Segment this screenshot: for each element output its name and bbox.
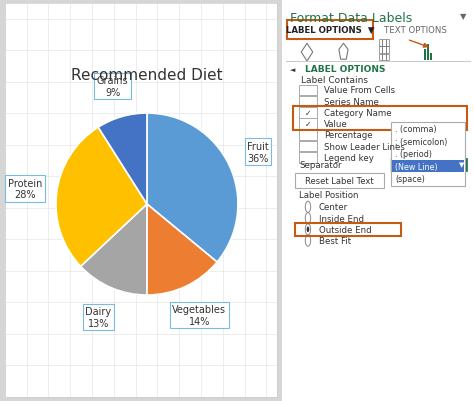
FancyBboxPatch shape (299, 85, 317, 96)
Wedge shape (147, 114, 238, 262)
Text: (New Line): (New Line) (395, 162, 438, 171)
Text: ✓: ✓ (305, 120, 311, 129)
Text: Inside End: Inside End (319, 214, 364, 223)
Text: Value: Value (324, 120, 348, 129)
Text: Fruit
36%: Fruit 36% (247, 142, 269, 163)
FancyBboxPatch shape (392, 161, 464, 172)
Circle shape (305, 224, 310, 235)
FancyBboxPatch shape (299, 130, 317, 141)
Bar (386, 40, 389, 47)
Text: Separator: Separator (299, 161, 342, 170)
Text: Outside End: Outside End (319, 225, 371, 234)
Wedge shape (56, 128, 147, 267)
Circle shape (305, 213, 310, 224)
Text: Reset Label Text: Reset Label Text (305, 177, 374, 186)
Wedge shape (147, 205, 217, 295)
Title: Recommended Diet: Recommended Diet (71, 68, 223, 83)
Text: LABEL OPTIONS: LABEL OPTIONS (305, 65, 385, 74)
FancyBboxPatch shape (299, 108, 317, 118)
Circle shape (305, 202, 310, 213)
Text: . (period): . (period) (395, 150, 432, 159)
FancyBboxPatch shape (391, 158, 465, 172)
Circle shape (305, 235, 310, 247)
Bar (386, 55, 389, 61)
Text: Grains
9%: Grains 9% (97, 76, 128, 97)
Bar (379, 47, 382, 54)
Bar (430, 54, 432, 61)
FancyBboxPatch shape (295, 174, 384, 189)
Circle shape (307, 227, 310, 233)
FancyBboxPatch shape (299, 119, 317, 130)
Text: Label Position: Label Position (299, 191, 359, 200)
Bar (379, 40, 382, 47)
Wedge shape (81, 205, 147, 295)
Text: Percentage: Percentage (324, 131, 373, 140)
Text: Category Name: Category Name (324, 109, 392, 117)
FancyBboxPatch shape (456, 159, 466, 172)
Text: Vegetables
14%: Vegetables 14% (172, 305, 226, 326)
FancyBboxPatch shape (299, 142, 317, 152)
Bar (383, 55, 385, 61)
Text: Show Leader Lines: Show Leader Lines (324, 142, 405, 151)
Text: ◄: ◄ (290, 67, 295, 73)
Text: Protein
28%: Protein 28% (8, 178, 42, 200)
Bar (379, 55, 382, 61)
Text: Center: Center (319, 203, 347, 212)
Text: Label Contains: Label Contains (301, 76, 368, 85)
Text: (space): (space) (395, 174, 425, 184)
Text: ✓: ✓ (305, 109, 311, 117)
Bar (427, 45, 429, 61)
FancyBboxPatch shape (391, 122, 465, 186)
Wedge shape (98, 114, 147, 205)
FancyBboxPatch shape (287, 21, 373, 40)
Text: . (comma): . (comma) (395, 125, 437, 134)
Text: ; (semicolon): ; (semicolon) (395, 137, 447, 146)
Text: Legend key: Legend key (324, 154, 374, 162)
Text: Format Data Labels: Format Data Labels (290, 12, 412, 24)
Bar (424, 50, 426, 61)
Bar (383, 47, 385, 54)
Text: Series Name: Series Name (324, 97, 379, 106)
Bar (383, 40, 385, 47)
FancyBboxPatch shape (299, 153, 317, 163)
FancyBboxPatch shape (299, 97, 317, 107)
Text: Best Fit: Best Fit (319, 237, 351, 245)
Text: ▼: ▼ (460, 12, 466, 21)
Text: Dairy
13%: Dairy 13% (85, 306, 111, 328)
Text: LABEL OPTIONS  ▼: LABEL OPTIONS ▼ (286, 26, 374, 35)
Text: ▼: ▼ (459, 162, 464, 168)
Text: TEXT OPTIONS: TEXT OPTIONS (384, 26, 447, 35)
Bar (386, 47, 389, 54)
Text: Value From Cells: Value From Cells (324, 86, 395, 95)
